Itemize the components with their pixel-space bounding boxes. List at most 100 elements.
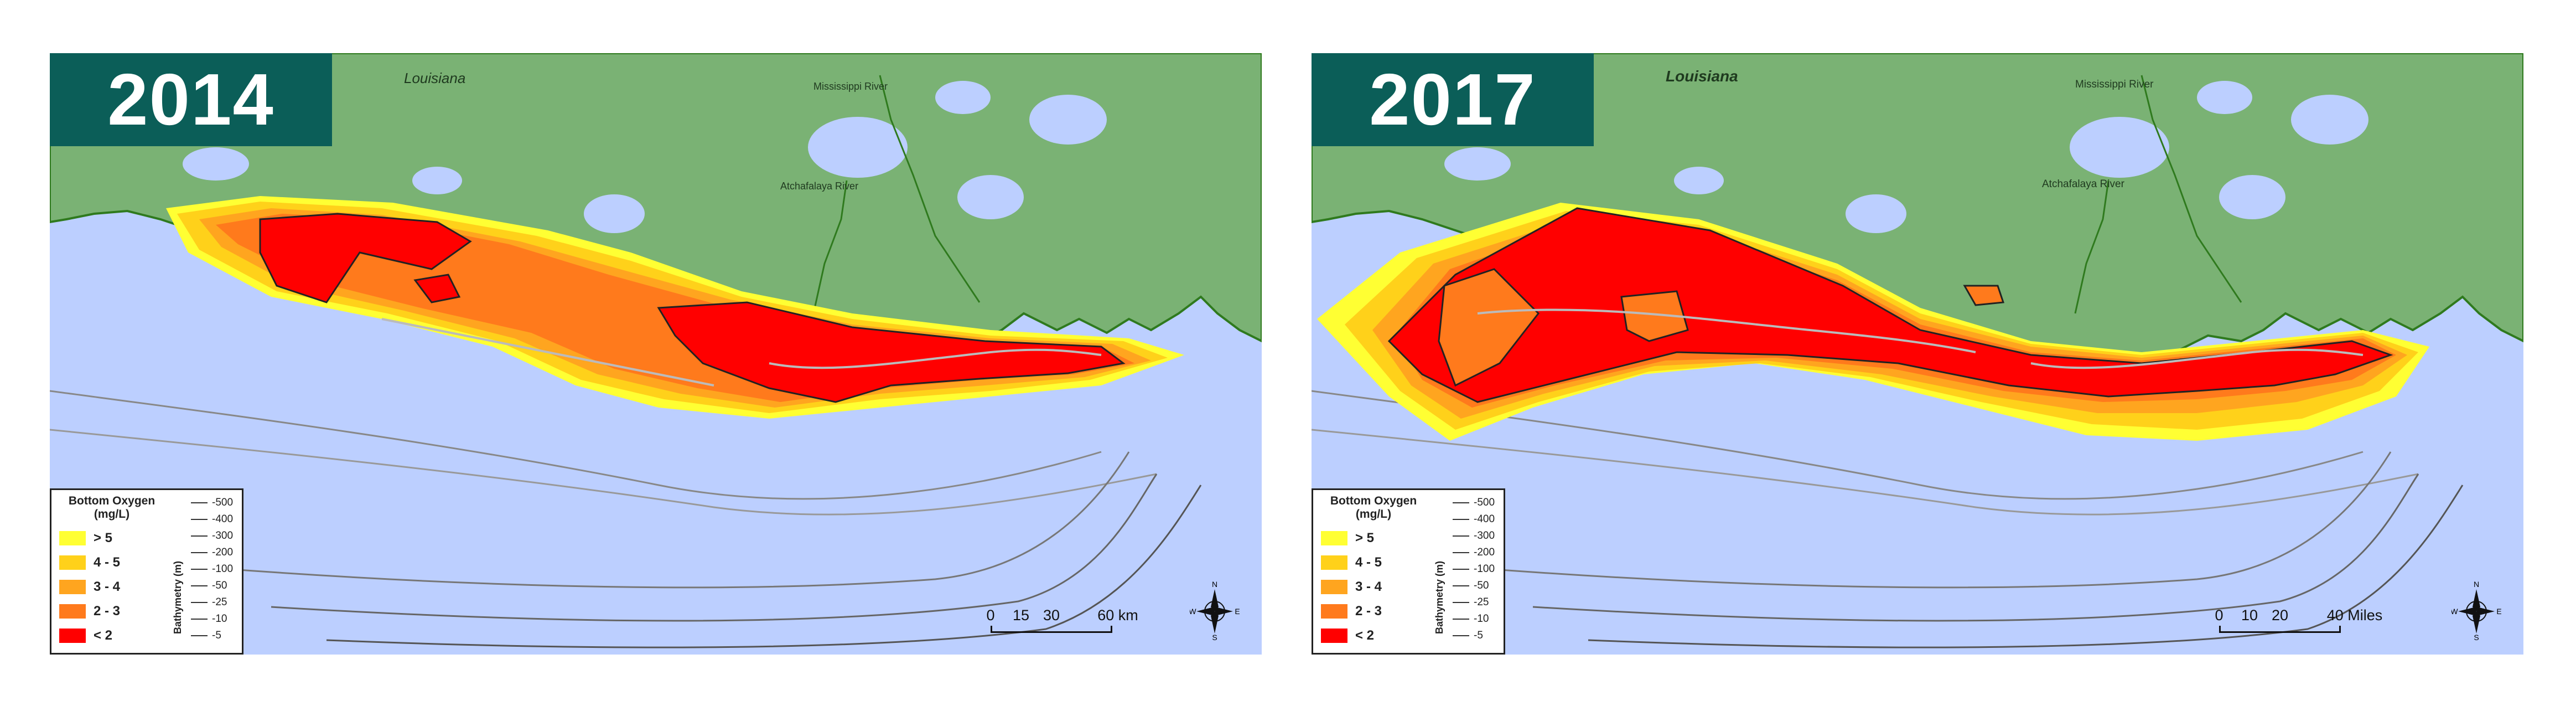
swatch-3-4 xyxy=(59,580,86,594)
legend-row: 2 - 3 xyxy=(1321,603,1382,620)
bathymetry-value: -300 xyxy=(212,530,234,542)
scale-bar: 0 15 30 60 km xyxy=(986,607,1138,640)
legend-row: 3 - 4 xyxy=(1321,579,1382,595)
bathymetry-row: -10 xyxy=(1453,612,1489,626)
compass-w: W xyxy=(2451,607,2458,616)
legend-title-text: Bottom Oxygen xyxy=(68,494,156,507)
bathymetry-row: -25 xyxy=(191,595,227,610)
oxygen-zone-lt2 xyxy=(657,301,1126,403)
river-label-mississippi: Mississippi River xyxy=(2075,79,2154,90)
scale-tick-label: 0 xyxy=(986,607,995,624)
legend-label: 2 - 3 xyxy=(94,604,121,619)
legend-label: < 2 xyxy=(1355,628,1375,643)
lake xyxy=(584,194,645,233)
lake xyxy=(2070,117,2169,178)
compass-n: N xyxy=(1212,580,1217,589)
legend-row: 2 - 3 xyxy=(59,603,120,620)
hypoxia-map-2017 xyxy=(1312,53,2523,655)
bathymetry-row: -400 xyxy=(191,512,233,527)
mississippi-river-line xyxy=(879,75,981,303)
map-panel-2017: Louisiana Mississippi River Atchafalaya … xyxy=(1312,53,2523,655)
bathymetry-value: -5 xyxy=(1474,630,1483,641)
map-legend: Bottom Oxygen (mg/L) > 5 4 - 5 3 - 4 2 -… xyxy=(1312,488,1505,655)
lake xyxy=(2197,81,2252,114)
bathymetry-value: -25 xyxy=(212,596,227,608)
compass-n: N xyxy=(2474,580,2479,589)
bathymetry-row: -500 xyxy=(1453,496,1495,510)
bathymetry-row: -50 xyxy=(191,579,227,593)
legend-row: > 5 xyxy=(1321,530,1374,547)
bathymetry-value: -50 xyxy=(1474,580,1489,591)
lake xyxy=(1846,194,1906,233)
lake xyxy=(1674,167,1724,194)
bathymetry-row: -5 xyxy=(1453,629,1483,643)
swatch-2-3 xyxy=(1321,604,1347,619)
state-label: Louisiana xyxy=(1666,68,1738,85)
compass-rose-icon: N S E W xyxy=(1190,580,1240,640)
compass-s: S xyxy=(1212,633,1217,640)
bathymetry-value: -10 xyxy=(1474,613,1489,625)
bathymetry-contour xyxy=(326,485,1202,648)
bathymetry-row: -100 xyxy=(191,562,233,576)
legend-title-text: Bottom Oxygen xyxy=(1330,494,1417,507)
bathymetry-value: -100 xyxy=(1474,563,1495,575)
bathymetry-value: -25 xyxy=(1474,596,1489,608)
swatch-2-3 xyxy=(59,604,86,619)
compass-s: S xyxy=(2474,633,2479,640)
bathymetry-value: -400 xyxy=(1474,513,1495,525)
bathymetry-contour xyxy=(215,451,1130,589)
bathymetry-value: -500 xyxy=(212,497,234,508)
year-badge: 2017 xyxy=(1312,53,1594,146)
bathymetry-contour xyxy=(1532,473,2419,622)
oxygen-zone-lt2 xyxy=(259,213,472,303)
lake xyxy=(957,175,1024,219)
bathymetry-value: -200 xyxy=(212,547,234,558)
scale-tick-label: 15 xyxy=(1012,607,1030,624)
scale-line xyxy=(2219,626,2341,633)
bathymetry-legend: Bathymetry (m) -500 -400 -300 -200 -100 … xyxy=(172,496,239,651)
bathymetry-value: -5 xyxy=(212,630,221,641)
bathymetry-value: -300 xyxy=(1474,530,1495,542)
legend-row: < 2 xyxy=(1321,627,1374,644)
bathymetry-row: -500 xyxy=(191,496,233,510)
bathymetry-contour xyxy=(1477,451,2392,589)
oxygen-zone-2-3 xyxy=(1438,268,1540,387)
lake xyxy=(1444,147,1511,181)
bathymetry-row: -50 xyxy=(1453,579,1489,593)
bathymetry-contour xyxy=(1312,429,2419,516)
lake xyxy=(1029,95,1107,145)
river-label-mississippi: Mississippi River xyxy=(813,81,888,92)
scale-tick-label: 40 Miles xyxy=(2326,607,2383,624)
bathymetry-contour xyxy=(381,318,714,387)
bathymetry-value: -100 xyxy=(212,563,234,575)
year-badge: 2014 xyxy=(50,53,332,146)
lake xyxy=(935,81,991,114)
compass-e: E xyxy=(1235,607,1240,616)
oxygen-zone-lt2 xyxy=(1387,207,2393,403)
bathymetry-contour xyxy=(1477,308,1976,353)
river-label-atchafalaya: Atchafalaya River xyxy=(780,181,859,192)
bathymetry-row: -300 xyxy=(1453,529,1495,543)
map-panel-2014: Louisiana Mississippi River Atchafalaya … xyxy=(50,53,1262,655)
lake xyxy=(2291,95,2368,145)
bathymetry-value: -400 xyxy=(212,513,234,525)
bathymetry-row: -10 xyxy=(191,612,227,626)
state-label: Louisiana xyxy=(404,70,466,86)
legend-label: 4 - 5 xyxy=(1355,555,1382,570)
bathymetry-row: -200 xyxy=(191,545,233,560)
oxygen-zone-lt2 xyxy=(413,274,461,303)
map-legend: Bottom Oxygen (mg/L) > 5 4 - 5 3 - 4 2 -… xyxy=(50,488,243,655)
bathymetry-value: -10 xyxy=(212,613,227,625)
scale-tick-label: 60 km xyxy=(1097,607,1138,624)
oxygen-zone-2-3 xyxy=(1963,285,2005,306)
scale-tick-label: 10 xyxy=(2241,607,2258,624)
legend-row: 3 - 4 xyxy=(59,579,120,595)
bathymetry-contour xyxy=(1588,485,2464,648)
compass-w: W xyxy=(1190,607,1196,616)
legend-label: > 5 xyxy=(1355,530,1375,545)
bathymetry-contour xyxy=(769,348,1102,369)
legend-unit: (mg/L) xyxy=(94,508,130,521)
legend-row: 4 - 5 xyxy=(59,554,120,571)
bathymetry-contour xyxy=(50,390,1102,500)
bathymetry-contour xyxy=(271,473,1158,622)
